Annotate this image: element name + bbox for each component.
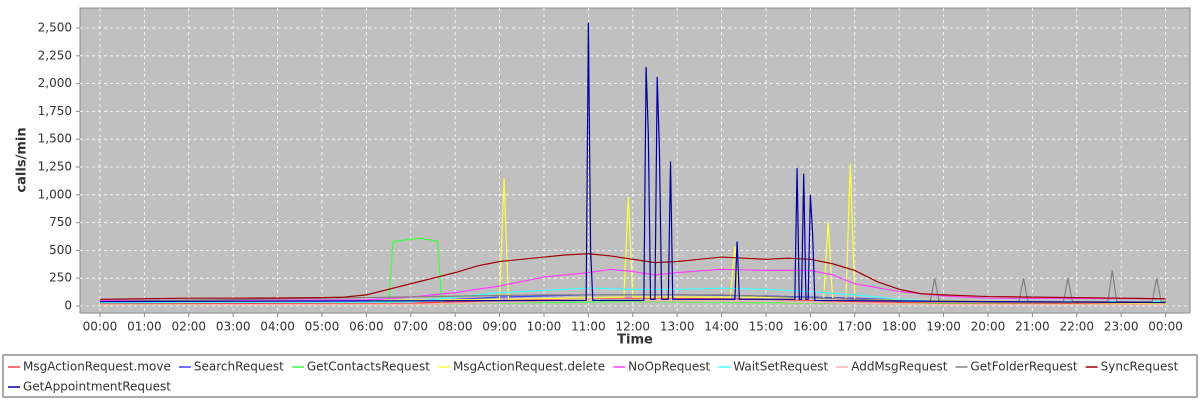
x-tick-label: 06:00	[349, 320, 384, 334]
series-layer	[99, 22, 1166, 306]
y-tick-label: 2,250	[38, 48, 72, 62]
legend-label: SearchRequest	[194, 360, 284, 374]
x-tick-label: 09:00	[482, 320, 517, 334]
x-axis-title: Time	[617, 333, 653, 348]
y-axis-title: calls/min	[15, 127, 30, 192]
y-tick-label: 2,000	[38, 76, 72, 90]
x-tick-label: 00:00	[1148, 320, 1183, 334]
series-line	[99, 22, 1166, 304]
y-tick-label: 250	[49, 271, 72, 285]
legend-label: GetContactsRequest	[307, 360, 430, 374]
x-tick-label: 08:00	[438, 320, 473, 334]
x-tick-label: 07:00	[393, 320, 428, 334]
x-tick-label: 20:00	[971, 320, 1006, 334]
x-tick-label: 21:00	[1015, 320, 1050, 334]
y-tick-label: 2,500	[38, 21, 72, 35]
x-tick-label: 05:00	[305, 320, 340, 334]
y-tick-label: 1,500	[38, 132, 72, 146]
x-tick-label: 14:00	[704, 320, 739, 334]
x-tick-label: 13:00	[660, 320, 695, 334]
y-tick-label: 0	[64, 298, 72, 312]
legend-label: MsgActionRequest.move	[23, 360, 171, 374]
x-tick-label: 04:00	[260, 320, 295, 334]
x-tick-label: 23:00	[1104, 320, 1139, 334]
series-line	[99, 297, 1166, 305]
x-tick-label: 17:00	[837, 320, 872, 334]
x-tick-label: 01:00	[127, 320, 162, 334]
x-tick-label: 18:00	[882, 320, 917, 334]
series-line	[99, 237, 1166, 306]
plot-area	[79, 7, 1191, 314]
y-tick-label: 1,000	[38, 187, 72, 201]
legend-label: NoOpRequest	[628, 360, 710, 374]
x-tick-label: 19:00	[926, 320, 961, 334]
legend-label: MsgActionRequest.delete	[453, 360, 605, 374]
legend-label: AddMsgRequest	[851, 360, 947, 374]
series-line	[99, 299, 1166, 306]
x-tick-label: 11:00	[571, 320, 606, 334]
x-tick-label: 10:00	[527, 320, 562, 334]
x-tick-label: 12:00	[615, 320, 650, 334]
y-tick-label: 1,750	[38, 104, 72, 118]
legend-label: GetAppointmentRequest	[23, 380, 171, 394]
series-line	[99, 253, 1166, 300]
legend-label: GetFolderRequest	[970, 360, 1078, 374]
x-tick-label: 16:00	[793, 320, 828, 334]
legend-label: SyncRequest	[1101, 360, 1179, 374]
legend-label: WaitSetRequest	[733, 360, 828, 374]
legend-box	[2, 354, 1198, 398]
y-tick-label: 500	[49, 243, 72, 257]
y-tick-label: 1,250	[38, 160, 72, 174]
y-tick-label: 750	[49, 215, 72, 229]
x-tick-label: 02:00	[171, 320, 206, 334]
x-tick-label: 22:00	[1059, 320, 1094, 334]
series-line	[99, 163, 1166, 305]
x-tick-label: 00:00	[83, 320, 118, 334]
x-tick-label: 03:00	[216, 320, 251, 334]
x-tick-label: 15:00	[749, 320, 784, 334]
